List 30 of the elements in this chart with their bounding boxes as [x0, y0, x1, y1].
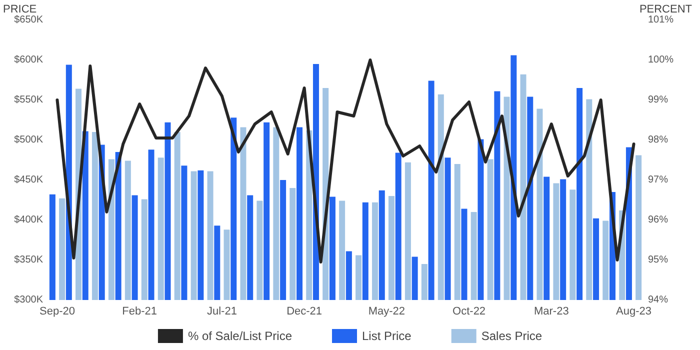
- y2-tick-label: 95%: [648, 254, 668, 266]
- x-tick-label: May-22: [368, 306, 406, 318]
- legend-label: % of Sale/List Price: [188, 329, 292, 343]
- x-tick-label: Feb-21: [122, 306, 158, 318]
- y-tick-label: $450K: [14, 174, 44, 186]
- x-tick-label: Sep-20: [39, 306, 75, 318]
- y2-tick-label: 97%: [648, 174, 668, 186]
- x-tick-label: Dec-21: [286, 306, 322, 318]
- y2-tick-label: 96%: [648, 214, 668, 226]
- y2-axis-title: PERCENT: [639, 4, 692, 16]
- y-tick-label: $600K: [14, 54, 44, 66]
- y2-tick-label: 100%: [648, 54, 674, 66]
- y2-tick-label: 94%: [648, 294, 668, 306]
- y-tick-label: $500K: [14, 134, 44, 146]
- y-tick-label: $300K: [14, 294, 44, 306]
- y2-tick-label: 98%: [648, 134, 668, 146]
- y2-tick-label: 99%: [648, 94, 668, 106]
- legend-label: Sales Price: [481, 329, 542, 343]
- y2-tick-label: 101%: [648, 14, 674, 26]
- line-series: [56, 58, 636, 264]
- y-axis-title: PRICE: [3, 4, 37, 16]
- y-tick-label: $650K: [14, 14, 44, 26]
- x-tick-label: Jul-21: [206, 306, 237, 318]
- y-tick-label: $350K: [14, 254, 44, 266]
- x-tick-label: Mar-23: [534, 306, 569, 318]
- legend-label: List Price: [362, 329, 412, 343]
- x-tick-label: Oct-22: [452, 306, 486, 318]
- x-tick-label: Aug-23: [616, 306, 652, 318]
- y-tick-label: $550K: [14, 94, 44, 106]
- y-tick-label: $400K: [14, 214, 44, 226]
